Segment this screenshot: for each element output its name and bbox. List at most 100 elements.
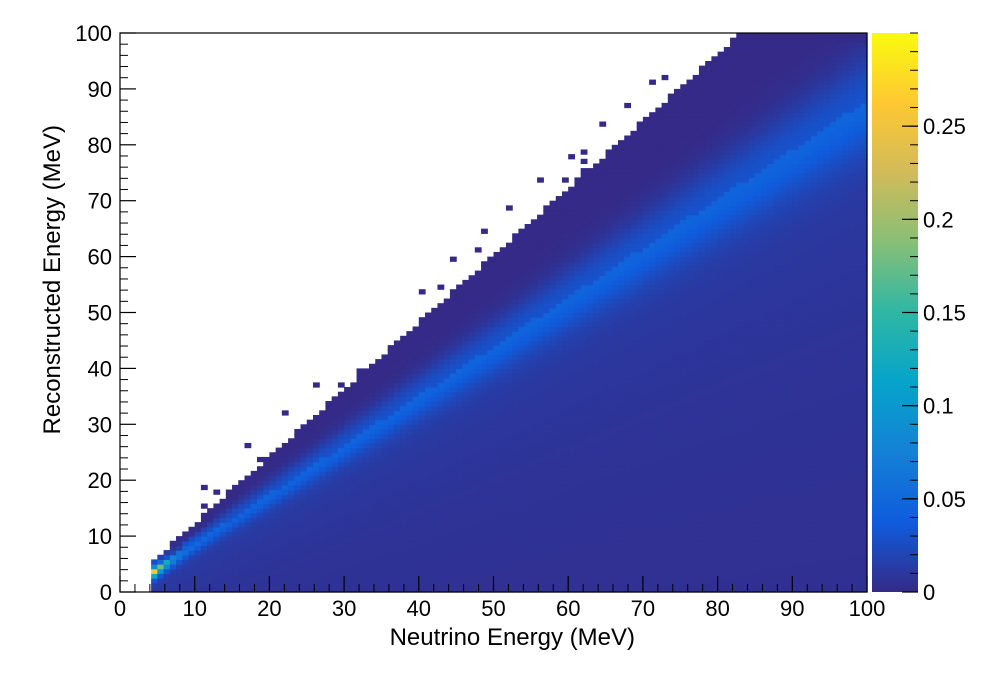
heatmap-cell	[369, 564, 376, 570]
heatmap-cell	[680, 345, 688, 351]
heatmap-cell	[350, 536, 358, 542]
heatmap-cell	[499, 419, 507, 425]
heatmap-cell	[499, 382, 507, 388]
heatmap-cell	[418, 349, 426, 356]
heatmap-cell	[350, 433, 358, 439]
heatmap-cell	[250, 564, 258, 570]
heatmap-cell	[605, 228, 613, 234]
heatmap-cell	[561, 242, 569, 248]
heatmap-cell	[549, 298, 557, 304]
heatmap-cell	[512, 480, 519, 486]
heatmap-cell	[325, 512, 333, 519]
heatmap-cell	[555, 531, 563, 537]
heatmap-cell	[649, 237, 656, 244]
heatmap-cell	[437, 438, 445, 444]
heatmap-cell	[225, 512, 233, 519]
heatmap-cell	[406, 345, 414, 351]
heatmap-cell	[680, 293, 688, 300]
heatmap-cell	[232, 508, 239, 514]
heatmap-cell	[381, 517, 389, 523]
heatmap-cell	[530, 298, 538, 304]
heatmap-cell	[605, 265, 613, 272]
heatmap-cell	[362, 578, 370, 584]
heatmap-cell	[337, 442, 345, 449]
heatmap-cell	[393, 424, 401, 430]
heatmap-cell	[674, 512, 681, 519]
heatmap-cell	[375, 428, 383, 435]
heatmap-cell	[636, 191, 644, 197]
heatmap-cell	[456, 391, 463, 397]
heatmap-cell	[350, 405, 358, 411]
heatmap-cell	[680, 331, 688, 337]
heatmap-cell	[499, 261, 507, 267]
heatmap-cell	[674, 461, 681, 467]
heatmap-cell	[232, 545, 239, 551]
heatmap-cell	[586, 559, 594, 565]
heatmap-cell	[667, 428, 675, 435]
heatmap-cell	[543, 307, 551, 314]
heatmap-cell	[369, 522, 376, 528]
heatmap-cell	[163, 554, 171, 560]
heatmap-cell	[512, 442, 519, 449]
heatmap-cell	[331, 428, 339, 435]
heatmap-cell	[493, 256, 501, 262]
heatmap-cell	[225, 503, 233, 509]
heatmap-cell	[474, 531, 482, 537]
heatmap-cell	[169, 568, 177, 574]
heatmap-cell	[605, 568, 613, 574]
heatmap-cell	[288, 587, 295, 593]
heatmap-cell	[505, 275, 513, 281]
heatmap-cell	[425, 312, 432, 318]
heatmap-cell	[418, 414, 426, 421]
heatmap-cell	[456, 587, 463, 593]
heatmap-cell	[543, 573, 551, 579]
heatmap-cell	[381, 359, 389, 365]
heatmap-cell	[611, 340, 619, 346]
heatmap-cell	[524, 377, 532, 383]
heatmap-cell	[294, 442, 302, 449]
heatmap-cell	[406, 363, 414, 369]
heatmap-cell	[549, 251, 557, 258]
heatmap-cell	[418, 447, 426, 453]
heatmap-cell	[580, 219, 588, 225]
heatmap-cell	[512, 410, 519, 416]
heatmap-cell	[238, 554, 246, 560]
heatmap-cell	[636, 349, 644, 356]
heatmap-cell	[555, 247, 563, 253]
heatmap-cell	[674, 270, 681, 276]
heatmap-cell	[574, 536, 582, 542]
heatmap-cell	[288, 489, 295, 495]
heatmap-cell	[449, 391, 457, 397]
heatmap-cell	[599, 508, 607, 514]
heatmap-cell	[362, 564, 370, 570]
heatmap-cell	[674, 121, 681, 127]
heatmap-cell	[437, 480, 445, 486]
heatmap-cell	[574, 256, 582, 262]
heatmap-cell	[244, 494, 252, 500]
heatmap-cell	[400, 419, 407, 425]
heatmap-cell	[642, 345, 650, 351]
heatmap-cell	[599, 424, 607, 430]
heatmap-cell	[555, 363, 563, 369]
heatmap-cell	[176, 578, 183, 584]
heatmap-cell	[387, 568, 395, 574]
heatmap-cell	[474, 480, 482, 486]
heatmap-cell	[456, 424, 463, 430]
heatmap-cell	[599, 186, 607, 192]
heatmap-cell	[649, 475, 656, 481]
heatmap-cell	[350, 382, 358, 388]
heatmap-cell	[505, 526, 513, 533]
heatmap-cell	[325, 456, 333, 463]
heatmap-cell	[412, 517, 420, 523]
heatmap-cell	[624, 265, 632, 272]
heatmap-cell	[194, 545, 202, 551]
heatmap-cell	[661, 182, 669, 188]
heatmap-cell	[555, 275, 563, 281]
heatmap-cell	[512, 545, 519, 551]
heatmap-cell	[312, 498, 320, 505]
heatmap-cell	[618, 554, 625, 560]
heatmap-cell	[630, 149, 638, 155]
heatmap-cell	[425, 578, 432, 584]
heatmap-cell	[437, 531, 445, 537]
heatmap-cell	[674, 149, 681, 155]
